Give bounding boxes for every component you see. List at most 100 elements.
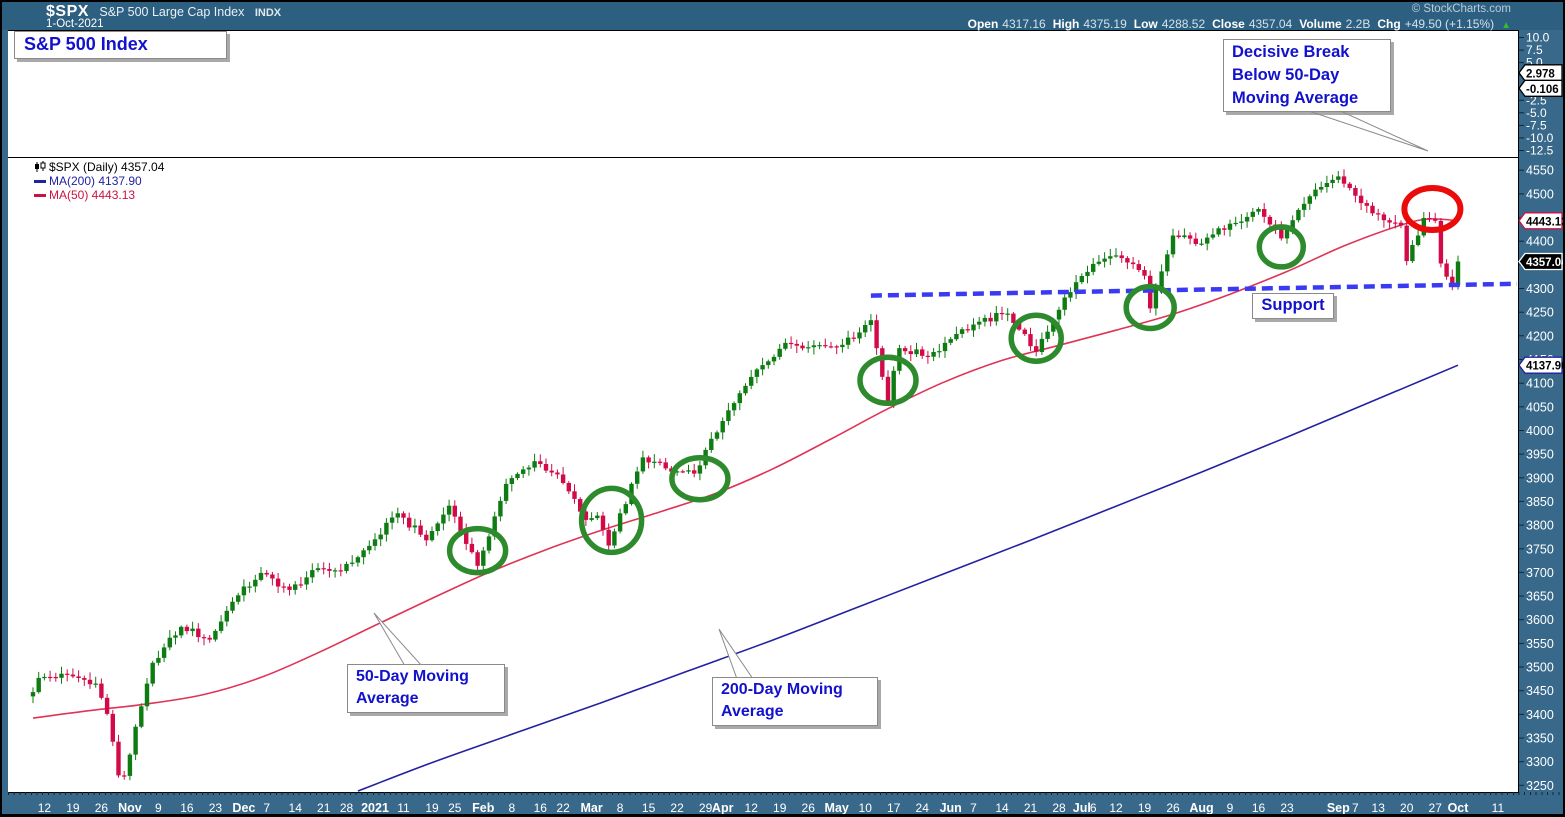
chg-value: +49.50 (+1.15%) [1404, 17, 1495, 31]
svg-text:23: 23 [1280, 801, 1294, 815]
close-value: 4357.04 [1248, 17, 1293, 31]
support-text: Support [1261, 296, 1325, 314]
svg-text:4050: 4050 [1526, 400, 1554, 414]
svg-text:10.0: 10.0 [1526, 31, 1550, 45]
svg-text:16: 16 [180, 801, 194, 815]
svg-text:3450: 3450 [1526, 684, 1554, 698]
svg-text:29: 29 [699, 801, 713, 815]
svg-text:4200: 4200 [1526, 329, 1554, 343]
svg-text:9: 9 [1227, 801, 1234, 815]
svg-text:3850: 3850 [1526, 495, 1554, 509]
annotation-ma200-box: 200-Day Moving Average [712, 677, 878, 726]
svg-text:14: 14 [289, 801, 303, 815]
svg-text:4500: 4500 [1526, 187, 1554, 201]
volume-value: 2.2B [1345, 17, 1371, 31]
chart-date: 1-Oct-2021 [46, 18, 104, 30]
legend-ma50: MA(50) 4443.13 [49, 188, 136, 202]
svg-text:27: 27 [1429, 801, 1443, 815]
svg-text:2021: 2021 [361, 801, 389, 815]
decisive-line-2: Below 50-Day [1232, 66, 1340, 84]
svg-text:May: May [825, 801, 849, 815]
svg-text:24: 24 [916, 801, 930, 815]
symbol: $SPX [46, 3, 89, 20]
svg-text:Jul: Jul [1073, 801, 1091, 815]
svg-text:3250: 3250 [1526, 779, 1554, 793]
svg-text:4400: 4400 [1526, 235, 1554, 249]
svg-text:19: 19 [773, 801, 787, 815]
svg-text:10: 10 [859, 801, 873, 815]
ma50-label-line-2: Average [356, 690, 419, 707]
low-value: 4288.52 [1161, 17, 1206, 31]
ma200-line-swatch [34, 179, 46, 183]
open-value: 4317.16 [1002, 17, 1046, 31]
annotation-title-box: S&P 500 Index [14, 31, 227, 59]
annotation-ma50-box: 50-Day Moving Average [347, 664, 505, 713]
svg-text:11: 11 [1492, 801, 1505, 815]
svg-text:19: 19 [425, 801, 439, 815]
svg-text:4300: 4300 [1526, 282, 1554, 296]
svg-text:22: 22 [556, 801, 570, 815]
svg-text:Apr: Apr [712, 801, 734, 815]
svg-text:Aug: Aug [1189, 801, 1213, 815]
svg-text:3350: 3350 [1526, 732, 1554, 746]
svg-text:19: 19 [66, 801, 80, 815]
svg-text:13: 13 [1372, 801, 1386, 815]
svg-text:14: 14 [995, 801, 1009, 815]
svg-text:12: 12 [1109, 801, 1123, 815]
svg-text:3950: 3950 [1526, 448, 1554, 462]
svg-text:Oct: Oct [1448, 801, 1470, 815]
legend-ma200: MA(200) 4137.90 [49, 174, 142, 188]
svg-text:7: 7 [263, 801, 270, 815]
svg-text:4100: 4100 [1526, 377, 1554, 391]
svg-text:12: 12 [745, 801, 759, 815]
high-value: 4375.19 [1083, 17, 1127, 31]
copyright: © StockCharts.com [1411, 3, 1511, 15]
high-label: High [1052, 17, 1080, 31]
svg-text:Sep: Sep [1327, 801, 1350, 815]
svg-text:20: 20 [1400, 801, 1414, 815]
date-axis [2, 792, 1565, 815]
svg-text:17: 17 [887, 801, 901, 815]
ma50-label-line-1: 50-Day Moving [356, 668, 469, 685]
svg-text:8: 8 [617, 801, 624, 815]
legend-ma50-row: MA(50) 4443.13 [34, 188, 164, 202]
svg-text:-12.5: -12.5 [1526, 144, 1554, 158]
svg-text:4000: 4000 [1526, 424, 1554, 438]
symbol-row: $SPX S&P 500 Large Cap Index INDX [46, 3, 281, 21]
svg-text:4250: 4250 [1526, 306, 1554, 320]
svg-text:-0.106: -0.106 [1526, 84, 1559, 96]
candlestick-icon [35, 161, 46, 172]
svg-text:3700: 3700 [1526, 566, 1554, 580]
quote-line: Open 4317.16 High 4375.19 Low 4288.52 Close 435… [968, 17, 1511, 31]
svg-text:4443.13: 4443.13 [1526, 216, 1565, 228]
svg-text:4137.90: 4137.90 [1526, 361, 1565, 373]
svg-text:4357.04: 4357.04 [1526, 257, 1565, 269]
svg-text:12: 12 [38, 801, 52, 815]
svg-text:26: 26 [95, 801, 109, 815]
svg-text:7: 7 [970, 801, 977, 815]
up-triangle-icon: ▲ [1501, 20, 1511, 31]
svg-text:2.978: 2.978 [1526, 68, 1555, 80]
svg-text:Nov: Nov [118, 801, 142, 815]
svg-text:28: 28 [1052, 801, 1066, 815]
svg-text:3300: 3300 [1526, 755, 1554, 769]
svg-text:19: 19 [1138, 801, 1152, 815]
decisive-line-3: Moving Average [1232, 89, 1359, 107]
svg-text:25: 25 [448, 801, 462, 815]
annotation-support-box: Support [1252, 293, 1334, 319]
svg-text:Mar: Mar [580, 801, 602, 815]
svg-text:3650: 3650 [1526, 590, 1554, 604]
svg-text:-7.5: -7.5 [1526, 118, 1547, 132]
ma200-label-line-1: 200-Day Moving [721, 681, 843, 698]
svg-text:3500: 3500 [1526, 661, 1554, 675]
svg-text:7.5: 7.5 [1526, 43, 1543, 57]
annotation-title-text: S&P 500 Index [24, 34, 148, 54]
legend: $SPX (Daily) 4357.04 MA(200) 4137.90 MA(… [34, 160, 164, 202]
low-label: Low [1133, 17, 1158, 31]
svg-text:3900: 3900 [1526, 471, 1554, 485]
svg-text:21: 21 [1024, 801, 1038, 815]
close-label: Close [1212, 17, 1245, 31]
svg-text:3600: 3600 [1526, 613, 1554, 627]
svg-text:26: 26 [802, 801, 816, 815]
